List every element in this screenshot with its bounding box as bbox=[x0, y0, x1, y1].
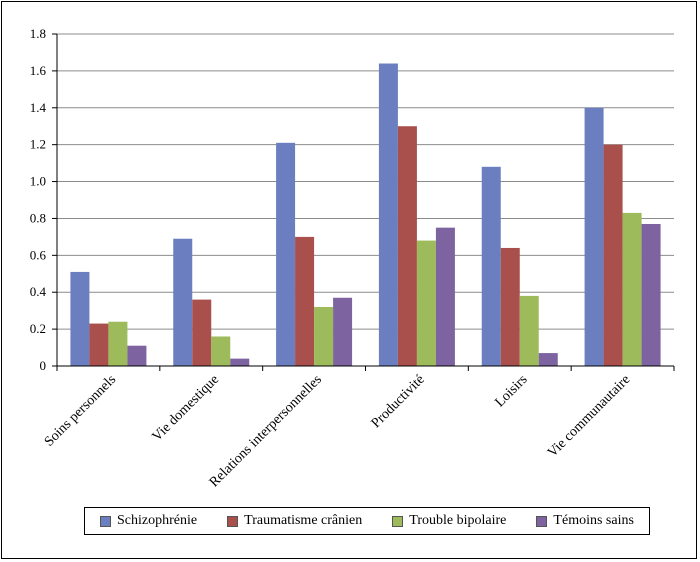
y-tick-label: 1.8 bbox=[30, 26, 46, 41]
bar bbox=[603, 144, 623, 366]
bar-chart: 0 0.2 0.4 0.6 0.8 1.0 1.2 1.4 1.6 1.8 Soins perso… bbox=[30, 26, 675, 490]
bar bbox=[108, 321, 128, 366]
y-tick-label: 0 bbox=[40, 358, 47, 373]
x-axis-labels: Soins personnels Vie domestiqueRelations … bbox=[42, 372, 634, 490]
bars bbox=[70, 63, 661, 367]
legend-swatch bbox=[227, 515, 239, 527]
bar bbox=[173, 238, 193, 366]
axes bbox=[56, 34, 675, 371]
x-category-label: Vie domestique bbox=[150, 372, 222, 444]
legend-label: Schizophrénie bbox=[117, 513, 198, 528]
y-tick-label: 1.4 bbox=[30, 100, 47, 115]
bar bbox=[416, 240, 436, 366]
x-category-label: Relations interpersonnelles bbox=[207, 372, 325, 490]
y-tick-label: 0.4 bbox=[30, 284, 47, 299]
y-tick-label: 1.6 bbox=[30, 63, 47, 78]
y-tick-label: 0.6 bbox=[30, 247, 47, 262]
gridlines bbox=[57, 33, 674, 367]
bar bbox=[397, 126, 417, 366]
y-tick-label: 1.2 bbox=[30, 137, 46, 152]
legend-swatch bbox=[100, 515, 112, 527]
bar bbox=[295, 236, 315, 366]
legend-item: Trouble bipolaire bbox=[392, 513, 506, 529]
x-category-label: Soins personnels bbox=[42, 372, 119, 449]
bar bbox=[378, 63, 398, 367]
legend-label: Témoins sains bbox=[553, 513, 634, 528]
legend-swatch bbox=[392, 515, 404, 527]
bar bbox=[314, 306, 334, 366]
y-tick-label: 0.2 bbox=[30, 321, 46, 336]
legend: Schizophrénie Traumatisme crânien Troubl… bbox=[84, 507, 650, 535]
legend-label: Traumatisme crânien bbox=[244, 513, 363, 528]
x-category-label: Productivité bbox=[369, 372, 428, 431]
legend-item: Traumatisme crânien bbox=[227, 513, 362, 529]
bar bbox=[89, 323, 109, 366]
bar bbox=[481, 166, 501, 366]
legend-item: Témoins sains bbox=[536, 513, 634, 529]
bar bbox=[211, 336, 231, 366]
bar bbox=[127, 345, 147, 366]
bar bbox=[230, 358, 250, 366]
legend-item: Schizophrénie bbox=[100, 513, 197, 529]
bar bbox=[70, 271, 90, 366]
bar bbox=[500, 247, 520, 366]
x-category-label: Loisirs bbox=[492, 372, 530, 410]
bar bbox=[622, 212, 642, 366]
bar bbox=[641, 223, 661, 366]
y-tick-label: 0.8 bbox=[30, 210, 46, 225]
bar bbox=[276, 142, 296, 366]
bar bbox=[192, 299, 212, 366]
bar bbox=[584, 107, 604, 367]
legend-swatch bbox=[536, 515, 548, 527]
bar bbox=[538, 353, 558, 366]
x-category-label: Vie communautaire bbox=[545, 372, 633, 460]
y-tick-label: 1.0 bbox=[30, 174, 46, 189]
legend-label: Trouble bipolaire bbox=[409, 513, 507, 528]
bar bbox=[333, 297, 353, 366]
y-axis-ticks: 0 0.2 0.4 0.6 0.8 1.0 1.2 1.4 1.6 1.8 bbox=[30, 26, 57, 373]
bar bbox=[435, 227, 455, 366]
bar bbox=[519, 295, 539, 366]
